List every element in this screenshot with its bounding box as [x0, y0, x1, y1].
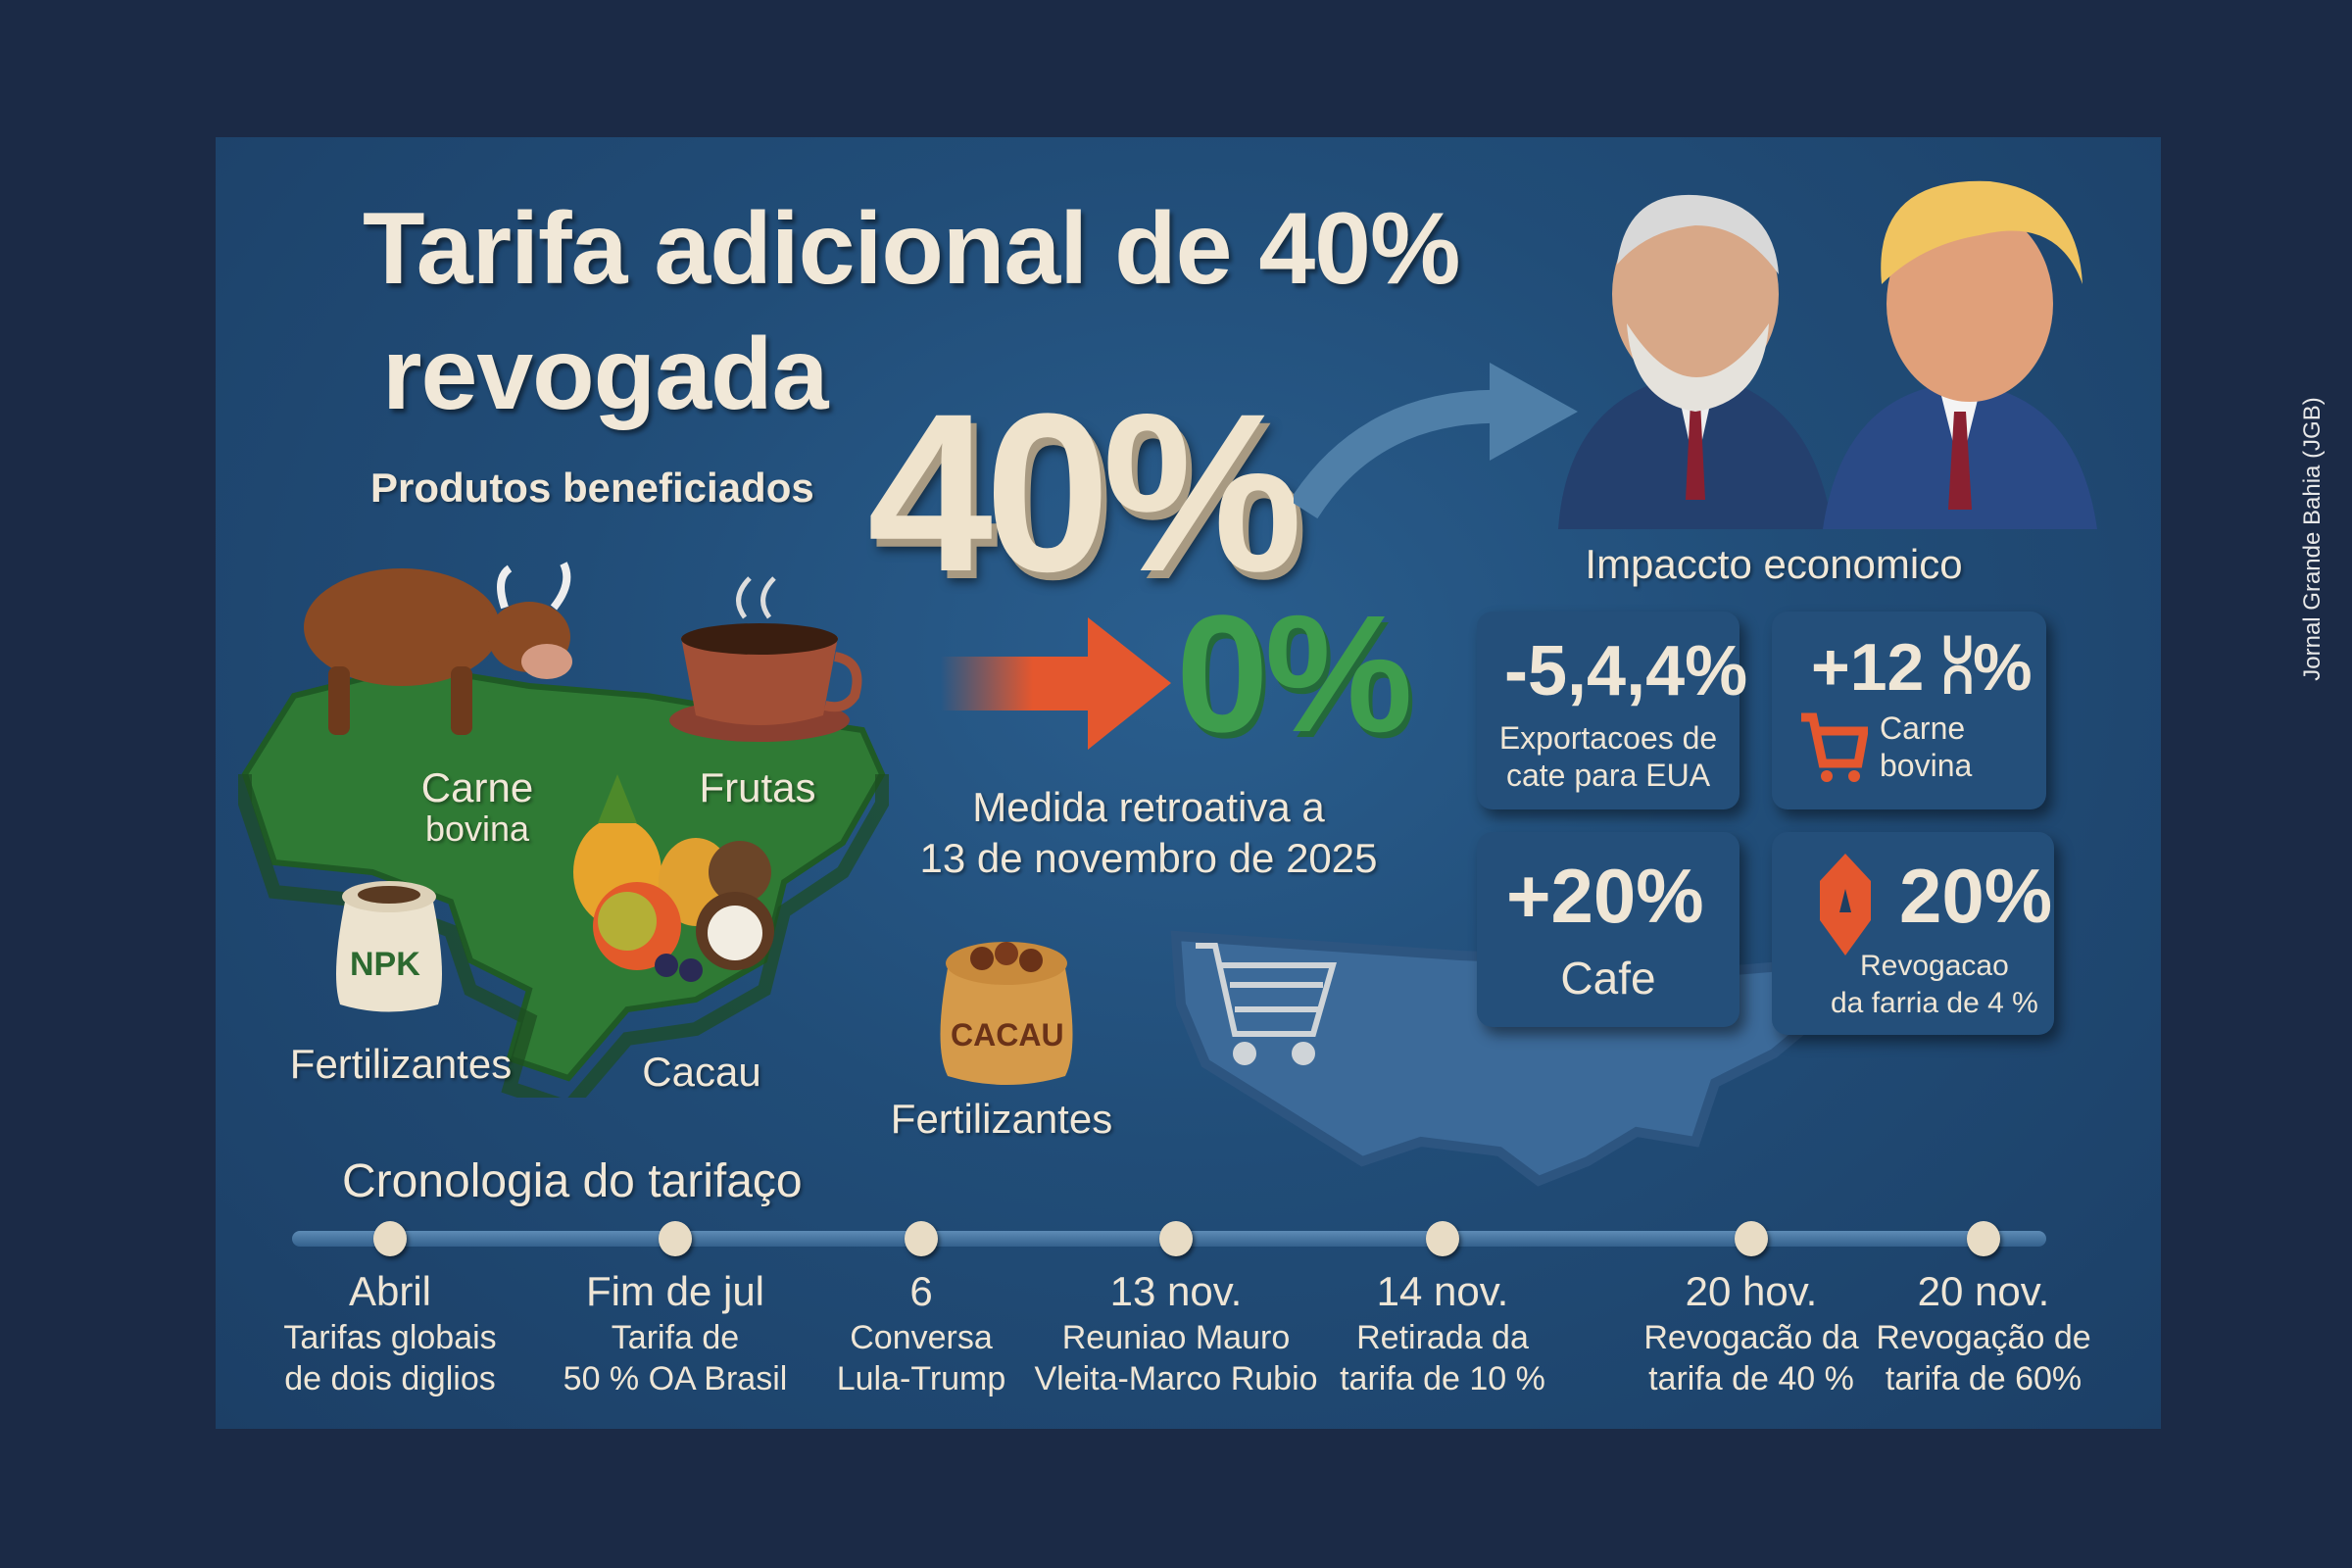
cacau-sack-icon: [940, 942, 1073, 1085]
location-pin-icon: [1820, 854, 1871, 956]
shopping-cart-icon: [1801, 712, 1868, 782]
lula-figure: [1558, 194, 1833, 529]
timeline-dot: [659, 1221, 692, 1256]
label-cacau: Cacau: [642, 1049, 761, 1095]
label-carne: Carne: [420, 764, 534, 810]
timeline-desc-line-2: Vleita-Marco Rubio: [1034, 1360, 1318, 1397]
shopping-cart-icon: [1196, 943, 1337, 1065]
leaders-portrait: [1558, 180, 2097, 529]
curved-arrow-icon: [1294, 363, 1578, 519]
impact-value: -5,4,4%: [1504, 632, 1748, 710]
timeline-event: Abril Tarifas globais de dois diglios: [283, 1266, 496, 1399]
npk-label: NPK: [350, 946, 420, 983]
impact-card-cafe: +20% Cafe: [1477, 832, 1740, 1027]
impact-card-revocation: 20% Revogacao da farria de 4 %: [1772, 832, 2054, 1035]
impact-heading: Impaccto economico: [1585, 541, 1963, 587]
timeline-desc-line-2: Lula-Trump: [836, 1360, 1006, 1397]
timeline-desc-line-1: Tarifas globais: [283, 1319, 497, 1356]
timeline-desc-line-1: Reuniao Mauro: [1061, 1319, 1291, 1356]
timeline-dot: [905, 1221, 938, 1256]
retroactive-note-line-1: Medida retroativa a: [972, 784, 1325, 830]
timeline-date: 13 nov.: [1109, 1268, 1243, 1314]
timeline-event: 20 hov. Revogacão da tarifa de 40 %: [1643, 1266, 1858, 1399]
timeline-dot: [1735, 1221, 1768, 1256]
timeline-desc-line-2: tarifa de 40 %: [1648, 1360, 1854, 1397]
timeline-dot: [1967, 1221, 2000, 1256]
impact-value: 20%: [1899, 853, 2053, 939]
timeline-date: Fim de jul: [585, 1268, 765, 1314]
headline: Tarifa adicional de 40% revogada: [363, 186, 1460, 437]
timeline-desc-line-1: Conversa: [850, 1319, 993, 1356]
timeline-desc-line-2: de dois diglios: [284, 1360, 496, 1397]
timeline-desc-line-2: 50 % OA Brasil: [563, 1360, 788, 1397]
tariff-to-value: 0%: [1176, 581, 1413, 767]
cacau-sack-label: CACAU: [951, 1017, 1064, 1053]
timeline-date: 14 nov.: [1376, 1268, 1509, 1314]
impact-label: Revogacao da farria de 4 %: [1831, 950, 2038, 1019]
watermark: Jornal Grande Bahia (JGB): [2299, 397, 2326, 681]
impact-value: +12 ⩆%: [1811, 630, 2033, 705]
timeline-date: Abril: [348, 1268, 432, 1314]
timeline-event: 20 nov. Revogação de tarifa de 60%: [1876, 1266, 2090, 1399]
timeline-event: Fim de jul Tarifa de 50 % OA Brasil: [564, 1266, 788, 1399]
headline-line-1: Tarifa adicional de 40%: [363, 192, 1460, 306]
impact-label: Exportacoes de cate para EUA: [1498, 720, 1718, 793]
products-heading: Produtos beneficiados: [370, 465, 814, 511]
timeline-date: 6: [909, 1268, 933, 1314]
timeline-dot: [373, 1221, 407, 1256]
retroactive-note-line-2: 13 de novembro de 2025: [919, 835, 1378, 881]
fruits-icon: [573, 774, 774, 982]
impact-value: +20%: [1506, 853, 1704, 939]
label-fertilizantes-center: Fertilizantes: [890, 1096, 1113, 1142]
headline-line-2: revogada: [382, 318, 828, 431]
impact-card-coffee-exports: -5,4,4% Exportacoes de cate para EUA: [1477, 612, 1747, 809]
cow-icon: [304, 562, 572, 735]
label-fertilizantes-left: Fertilizantes: [289, 1041, 513, 1087]
impact-card-beef: +12 ⩆% Carne bovina: [1772, 612, 2046, 809]
timeline-desc-line-1: Tarifa de: [611, 1319, 740, 1356]
timeline-event: 14 nov. Retirada da tarifa de 10 %: [1340, 1266, 1545, 1399]
timeline-date: 20 nov.: [1917, 1268, 2050, 1314]
timeline-event: 6 Conversa Lula-Trump: [837, 1266, 1006, 1399]
timeline-date: 20 hov.: [1685, 1268, 1818, 1314]
impact-label: Cafe: [1560, 953, 1656, 1004]
red-arrow-icon: [941, 617, 1171, 750]
label-frutas: Frutas: [699, 764, 816, 810]
trump-figure: [1823, 180, 2097, 529]
impact-label: Carne bovina: [1880, 710, 1973, 783]
tariff-from-value: 40%: [867, 367, 1302, 618]
timeline-dot: [1426, 1221, 1459, 1256]
timeline-heading: Cronologia do tarifaço: [342, 1155, 803, 1207]
timeline-event: 13 nov. Reuniao Mauro Vleita-Marco Rubio: [1034, 1266, 1317, 1399]
timeline-desc-line-1: Revogacão da: [1643, 1319, 1859, 1356]
label-bovina: bovina: [424, 808, 530, 849]
timeline-desc-line-1: Revogação de: [1876, 1319, 2091, 1356]
npk-sack-icon: [336, 881, 442, 1012]
timeline-desc-line-1: Retirada da: [1356, 1319, 1529, 1356]
timeline-desc-line-2: tarifa de 10 %: [1340, 1360, 1545, 1397]
timeline-desc-line-2: tarifa de 60%: [1885, 1360, 2082, 1397]
coffee-cup-icon: [669, 576, 862, 742]
timeline-dot: [1159, 1221, 1193, 1256]
